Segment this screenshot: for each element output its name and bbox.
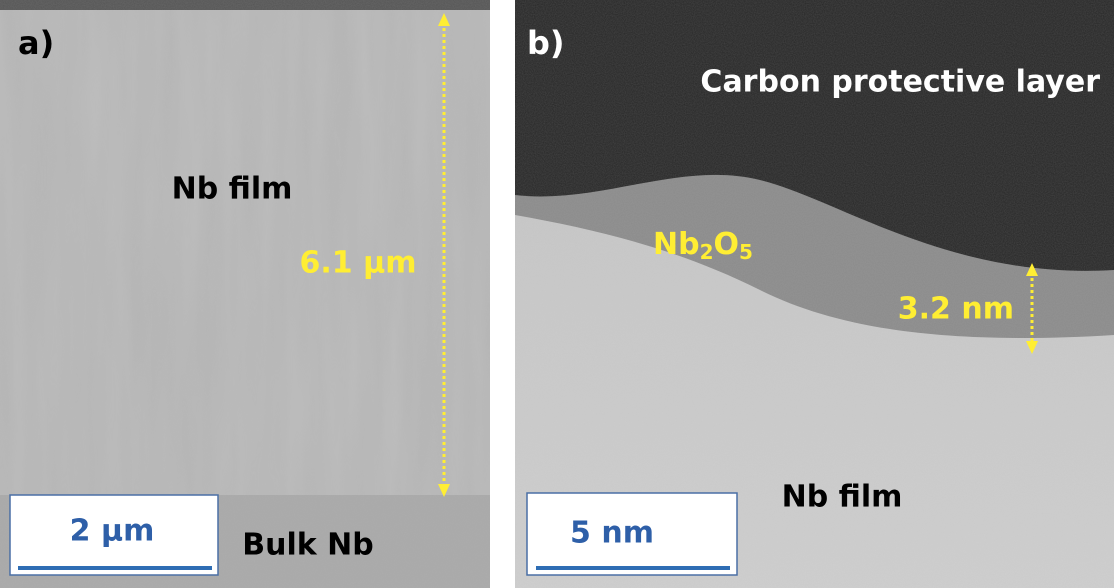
panel-label: b) — [527, 24, 565, 62]
thickness-label: 3.2 nm — [898, 292, 1014, 327]
figure: a) Nb film 6.1 μm 2 μm Bulk Nb b) Carbon… — [0, 0, 1114, 588]
layer-label: Carbon protective layer — [700, 65, 1100, 100]
thickness-label: 6.1 μm — [300, 246, 417, 281]
region-label: Nb film — [172, 172, 293, 207]
scale-bar-label: 5 nm — [570, 516, 654, 551]
panel-label: a) — [18, 24, 54, 62]
bottom-label: Bulk Nb — [242, 528, 373, 563]
bottom-label: Nb film — [782, 480, 903, 515]
scale-bar-label: 2 μm — [70, 514, 155, 549]
